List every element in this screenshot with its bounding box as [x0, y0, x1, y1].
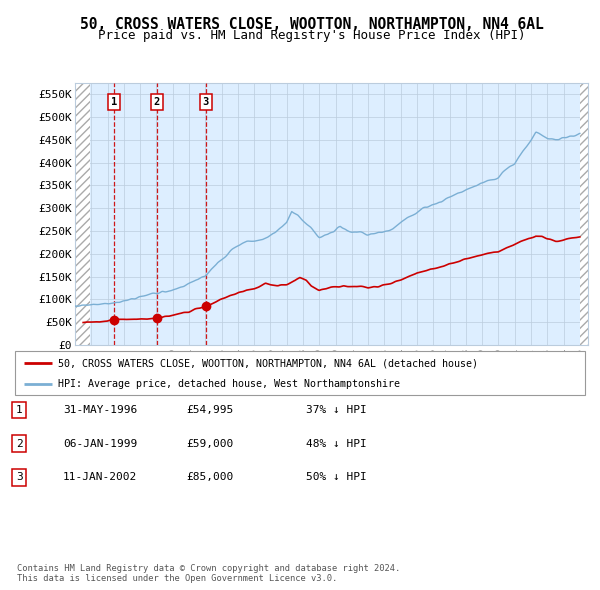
Text: 37% ↓ HPI: 37% ↓ HPI	[306, 405, 367, 415]
Text: 48% ↓ HPI: 48% ↓ HPI	[306, 439, 367, 448]
Text: 31-MAY-1996: 31-MAY-1996	[63, 405, 137, 415]
Text: 50, CROSS WATERS CLOSE, WOOTTON, NORTHAMPTON, NN4 6AL (detached house): 50, CROSS WATERS CLOSE, WOOTTON, NORTHAM…	[58, 359, 478, 368]
Text: 1: 1	[111, 97, 118, 107]
Text: £54,995: £54,995	[186, 405, 233, 415]
Text: HPI: Average price, detached house, West Northamptonshire: HPI: Average price, detached house, West…	[58, 379, 400, 389]
Text: 2: 2	[16, 439, 23, 448]
Text: £59,000: £59,000	[186, 439, 233, 448]
Text: 06-JAN-1999: 06-JAN-1999	[63, 439, 137, 448]
Bar	[580, 83, 588, 345]
Text: 3: 3	[203, 97, 209, 107]
Text: 3: 3	[16, 473, 23, 482]
Text: 2: 2	[154, 97, 160, 107]
FancyBboxPatch shape	[15, 351, 585, 395]
Text: Price paid vs. HM Land Registry's House Price Index (HPI): Price paid vs. HM Land Registry's House …	[98, 30, 526, 42]
Text: 50, CROSS WATERS CLOSE, WOOTTON, NORTHAMPTON, NN4 6AL: 50, CROSS WATERS CLOSE, WOOTTON, NORTHAM…	[80, 17, 544, 31]
Text: 50% ↓ HPI: 50% ↓ HPI	[306, 473, 367, 482]
Text: 1: 1	[16, 405, 23, 415]
Text: £85,000: £85,000	[186, 473, 233, 482]
Text: Contains HM Land Registry data © Crown copyright and database right 2024.
This d: Contains HM Land Registry data © Crown c…	[17, 563, 400, 583]
Text: 11-JAN-2002: 11-JAN-2002	[63, 473, 137, 482]
Bar	[75, 83, 89, 345]
